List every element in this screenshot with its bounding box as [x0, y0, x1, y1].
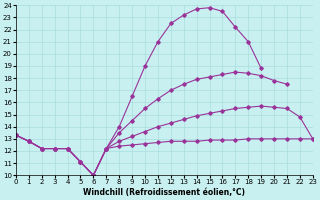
- X-axis label: Windchill (Refroidissement éolien,°C): Windchill (Refroidissement éolien,°C): [84, 188, 245, 197]
